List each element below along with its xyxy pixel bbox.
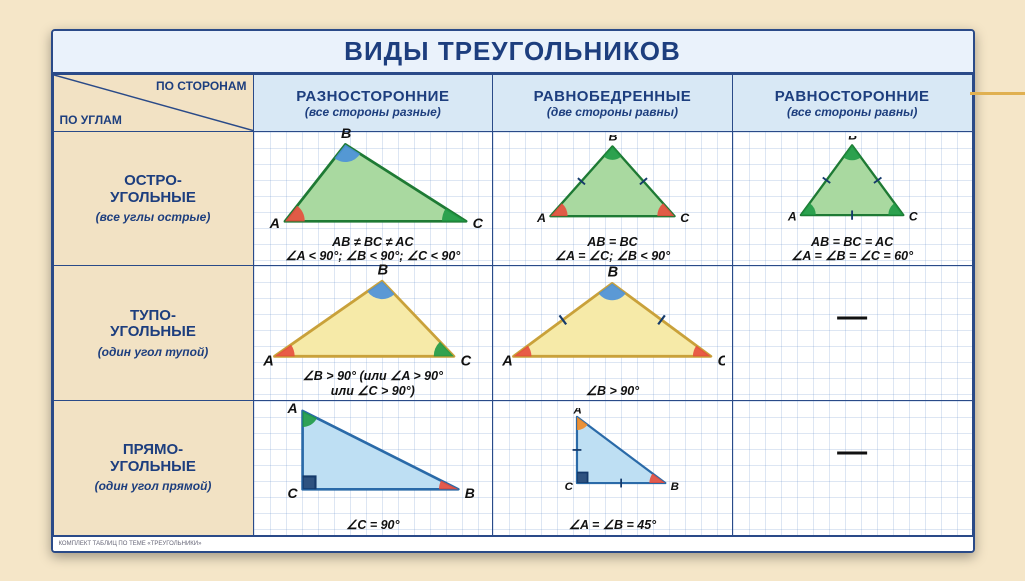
cell-r1c2: — bbox=[732, 266, 972, 401]
row-head-0-sub: (все углы острые) bbox=[60, 210, 247, 224]
figure-r0c1: A B C bbox=[493, 134, 732, 232]
figure-r2c0: A C B bbox=[254, 403, 493, 501]
row-head-2-sub: (один угол прямой) bbox=[60, 479, 247, 493]
cell-r2c1: A C B ∠A = ∠B = 45° bbox=[493, 400, 733, 535]
svg-text:A: A bbox=[787, 210, 797, 224]
row-head-1-sub: (один угол тупой) bbox=[60, 345, 247, 359]
figure-r0c2: A B C bbox=[733, 134, 972, 232]
caption-r0c1: AB = BC∠A = ∠C; ∠B < 90° bbox=[497, 235, 728, 264]
svg-text:A: A bbox=[287, 400, 298, 416]
col-head-2-title: РАВНОСТОРОННИЕ bbox=[737, 88, 968, 105]
svg-text:C: C bbox=[909, 210, 918, 224]
col-head-0-sub: (все стороны разные) bbox=[258, 105, 489, 119]
caption-r2c0: ∠C = 90° bbox=[258, 518, 489, 532]
accent-line bbox=[970, 92, 1025, 95]
svg-text:C: C bbox=[460, 353, 471, 369]
caption-r1c0: ∠B > 90° (или ∠A > 90°или ∠C > 90°) bbox=[258, 369, 489, 398]
row-head-0: ОСТРО-УГОЛЬНЫЕ (все углы острые) bbox=[53, 131, 253, 266]
caption-r2c1: ∠A = ∠B = 45° bbox=[497, 518, 728, 532]
col-head-2: РАВНОСТОРОННИЕ (все стороны равны) bbox=[732, 75, 972, 132]
svg-text:C: C bbox=[718, 353, 725, 369]
row-head-0-title: ОСТРО-УГОЛЬНЫЕ bbox=[60, 173, 247, 206]
svg-text:B: B bbox=[609, 135, 618, 144]
row-head-2: ПРЯМО-УГОЛЬНЫЕ (один угол прямой) bbox=[53, 400, 253, 535]
figure-r2c1: A C B bbox=[493, 403, 732, 501]
svg-text:B: B bbox=[671, 481, 679, 493]
figure-r0c0: ABC bbox=[254, 134, 493, 232]
row-head-1: ТУПО-УГОЛЬНЫЕ (один угол тупой) bbox=[53, 266, 253, 401]
caption-r1c1: ∠B > 90° bbox=[497, 384, 728, 398]
row-acute: ОСТРО-УГОЛЬНЫЕ (все углы острые) A B C AB … bbox=[53, 131, 972, 266]
row-head-1-title: ТУПО-УГОЛЬНЫЕ bbox=[60, 308, 247, 341]
cell-r1c0: ABC ∠B > 90° (или ∠A > 90°или ∠C > 90°) bbox=[253, 266, 493, 401]
cell-r1c1: A B C ∠B > 90° bbox=[493, 266, 733, 401]
svg-text:C: C bbox=[565, 481, 574, 493]
svg-text:C: C bbox=[288, 485, 299, 501]
axis-left-label: ПО УГЛАМ bbox=[60, 113, 122, 127]
svg-text:B: B bbox=[608, 265, 619, 281]
poster-footer: КОМПЛЕКТ ТАБЛИЦ ПО ТЕМЕ «ТРЕУГОЛЬНИКИ» bbox=[53, 536, 973, 551]
poster: ВИДЫ ТРЕУГОЛЬНИКОВ ПО СТОРОНАМ ПО УГЛАМ … bbox=[51, 29, 975, 553]
svg-text:A: A bbox=[502, 353, 514, 369]
col-head-0: РАЗНОСТОРОННИЕ (все стороны разные) bbox=[253, 75, 493, 132]
col-head-1-sub: (две стороны равны) bbox=[497, 105, 728, 119]
svg-text:A: A bbox=[262, 353, 274, 369]
empty-dash: — bbox=[837, 300, 867, 334]
row-obtuse: ТУПО-УГОЛЬНЫЕ (один угол тупой) A B C ∠B >… bbox=[53, 266, 972, 401]
header-row: ПО СТОРОНАМ ПО УГЛАМ РАЗНОСТОРОННИЕ (все… bbox=[53, 75, 972, 132]
col-head-0-title: РАЗНОСТОРОННИЕ bbox=[258, 88, 489, 105]
svg-text:B: B bbox=[377, 263, 388, 279]
figure-r1c0: ABC bbox=[254, 268, 493, 366]
cell-r2c2: — bbox=[732, 400, 972, 535]
classification-table: ПО СТОРОНАМ ПО УГЛАМ РАЗНОСТОРОННИЕ (все… bbox=[53, 74, 973, 535]
figure-r1c1: A B C bbox=[493, 268, 732, 366]
svg-text:A: A bbox=[573, 408, 582, 416]
col-head-1: РАВНОБЕДРЕННЫЕ (две стороны равны) bbox=[493, 75, 733, 132]
caption-r0c2: AB = BC = AC∠A = ∠B = ∠C = 60° bbox=[737, 235, 968, 264]
axis-top-label: ПО СТОРОНАМ bbox=[156, 79, 247, 93]
figure-r2c2: — bbox=[733, 403, 972, 501]
empty-dash: — bbox=[837, 435, 867, 469]
svg-text:A: A bbox=[536, 211, 546, 225]
cell-r0c1: A B C AB = BC∠A = ∠C; ∠B < 90° bbox=[493, 131, 733, 266]
svg-text:A: A bbox=[269, 216, 280, 232]
row-right: ПРЯМО-УГОЛЬНЫЕ (один угол прямой) A C B ∠C… bbox=[53, 400, 972, 535]
row-head-2-title: ПРЯМО-УГОЛЬНЫЕ bbox=[60, 442, 247, 475]
svg-text:B: B bbox=[465, 485, 475, 501]
col-head-1-title: РАВНОБЕДРЕННЫЕ bbox=[497, 88, 728, 105]
corner-cell: ПО СТОРОНАМ ПО УГЛАМ bbox=[53, 75, 253, 132]
svg-text:C: C bbox=[473, 216, 483, 232]
cell-r2c0: A C B ∠C = 90° bbox=[253, 400, 493, 535]
figure-r1c2: — bbox=[733, 268, 972, 366]
svg-text:B: B bbox=[341, 128, 351, 142]
svg-text:C: C bbox=[680, 211, 690, 225]
cell-r0c2: A B C AB = BC = AC∠A = ∠B = ∠C = 60° bbox=[732, 131, 972, 266]
col-head-2-sub: (все стороны равны) bbox=[737, 105, 968, 119]
poster-title: ВИДЫ ТРЕУГОЛЬНИКОВ bbox=[53, 31, 973, 75]
caption-r0c0: AB ≠ BC ≠ AC∠A < 90°; ∠B < 90°; ∠C < 90° bbox=[258, 235, 489, 264]
cell-r0c0: ABC AB ≠ BC ≠ AC∠A < 90°; ∠B < 90°; ∠C <… bbox=[253, 131, 493, 266]
footer-left: КОМПЛЕКТ ТАБЛИЦ ПО ТЕМЕ «ТРЕУГОЛЬНИКИ» bbox=[59, 541, 202, 547]
svg-text:B: B bbox=[848, 136, 857, 143]
